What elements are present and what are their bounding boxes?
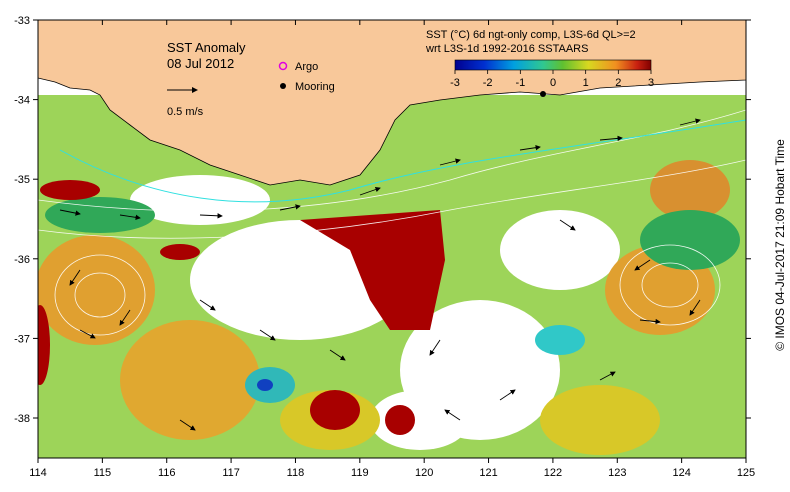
x-tick-label: 122 [544,467,562,479]
colorbar-title: SST (°C) 6d ngt-only comp, L3S-6d QL>=2 [426,29,636,41]
y-tick-label: -36 [14,254,30,266]
x-tick-label: 123 [608,467,626,479]
y-tick-label: -38 [14,413,30,425]
x-tick-label: 120 [415,467,433,479]
colorbar [454,59,652,71]
x-axis-ticks: 114 115 116 117 118 119 120 121 122 123 124 125 [29,20,755,479]
colorbar-tick-label: -2 [483,77,493,89]
velocity-arrows [59,118,701,431]
colorbar-tick-label: 3 [648,77,654,89]
colorbar-tick-label: -1 [515,77,525,89]
map-title: SST Anomaly [167,40,246,55]
x-tick-label: 121 [479,467,497,479]
x-tick-label: 125 [737,467,755,479]
mooring-symbol [280,83,286,89]
scale-label: 0.5 m/s [167,106,204,118]
y-tick-label: -34 [14,95,30,107]
x-tick-label: 124 [672,467,690,479]
map-date: 08 Jul 2012 [167,56,234,71]
colorbar-subtitle: wrt L3S-1d 1992-2016 SSTAARS [425,43,588,55]
colorbar-tick-label: 0 [550,77,556,89]
x-tick-label: 114 [29,467,47,479]
mooring-label: Mooring [295,81,335,93]
x-tick-label: 117 [222,467,240,479]
x-tick-label: 118 [287,467,305,479]
copyright-label: © IMOS 04-Jul-2017 21:09 Hobart Time [773,139,787,351]
plot-frame [37,19,747,459]
colorbar-tick-label: 1 [583,77,589,89]
x-tick-label: 115 [94,467,112,479]
y-tick-label: -33 [14,15,30,27]
x-tick-label: 119 [351,467,369,479]
mooring-marker [540,91,546,97]
colorbar-ticks: -3 -2 -1 0 1 2 3 [450,70,654,89]
argo-label: Argo [295,61,318,73]
argo-symbol [278,61,288,71]
x-tick-label: 116 [158,467,176,479]
y-axis-ticks: -33-34-35-36-37-38 [14,15,751,425]
y-tick-label: -35 [14,174,30,186]
colorbar-tick-label: 2 [615,77,621,89]
colorbar-tick-label: -3 [450,77,460,89]
y-tick-label: -37 [14,333,30,345]
current-line [59,119,746,203]
sst-field [38,20,746,458]
